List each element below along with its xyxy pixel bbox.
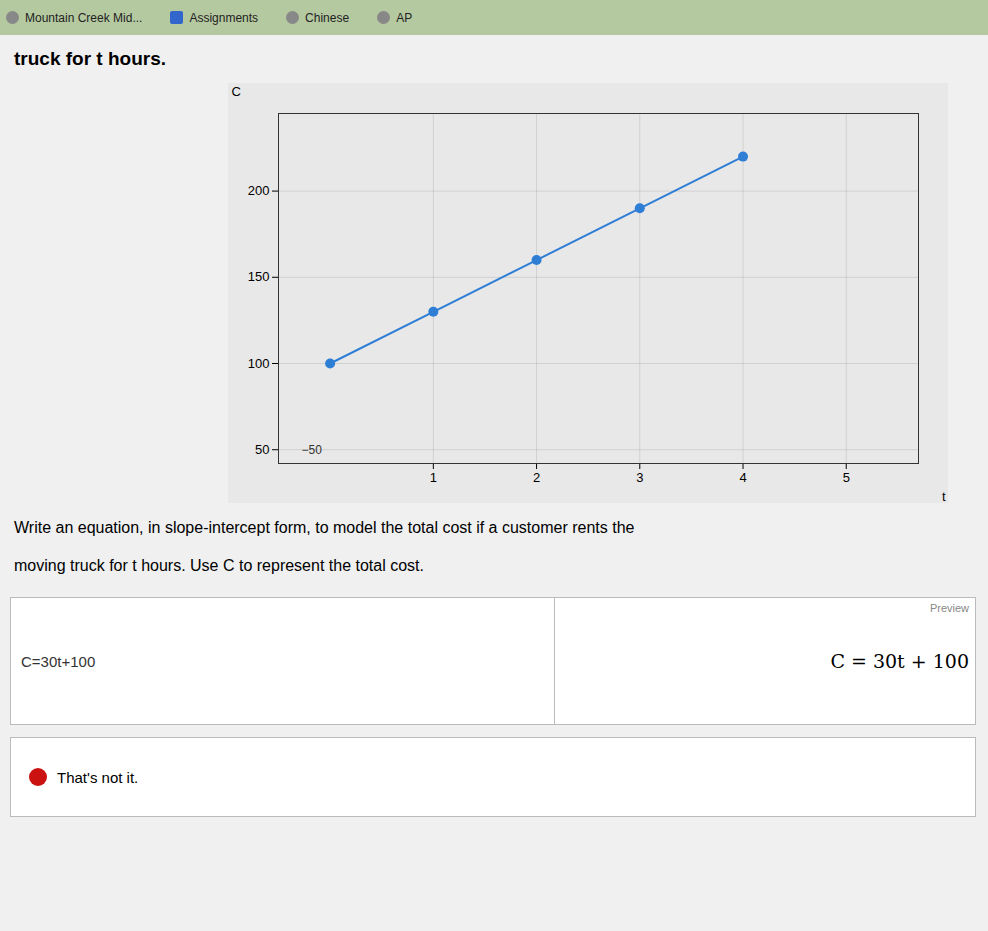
html-text:Mountain Creek Mid...: Mountain Creek Mid... <box>25 10 143 25</box>
svg-text:100: 100 <box>248 356 270 371</box>
html-text:truck for t hours.: truck for t hours. <box>14 48 166 69</box>
svg-text:50: 50 <box>255 442 269 457</box>
html-text:C = 30t + 100: C = 30t + 100 <box>830 650 969 672</box>
html-text:Assignments: Assignments <box>189 10 259 25</box>
html-text:Chinese: Chinese <box>305 10 350 25</box>
svg-text:5: 5 <box>843 470 850 485</box>
html-text:That's not it.: That's not it. <box>57 768 139 786</box>
svg-text:1: 1 <box>430 470 437 485</box>
svg-text:150: 150 <box>248 269 270 284</box>
svg-text:t: t <box>942 489 946 504</box>
html-text:Write an equation, in slope-in: Write an equation, in slope-intercept fo… <box>14 519 635 574</box>
html-text:C=30t+100: C=30t+100 <box>21 652 96 670</box>
svg-text:200: 200 <box>248 183 270 198</box>
svg-text:3: 3 <box>636 470 643 485</box>
svg-text:4: 4 <box>739 470 746 485</box>
svg-text:−50: −50 <box>301 443 322 457</box>
svg-text:2: 2 <box>533 470 540 485</box>
svg-text:C: C <box>232 84 241 99</box>
html-text:AP: AP <box>396 10 413 25</box>
html-text:Preview: Preview <box>929 602 969 614</box>
